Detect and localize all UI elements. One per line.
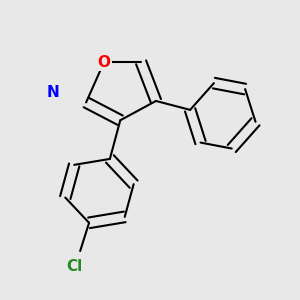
Text: N: N: [47, 85, 60, 100]
Text: Cl: Cl: [66, 259, 82, 274]
Text: O: O: [98, 55, 110, 70]
